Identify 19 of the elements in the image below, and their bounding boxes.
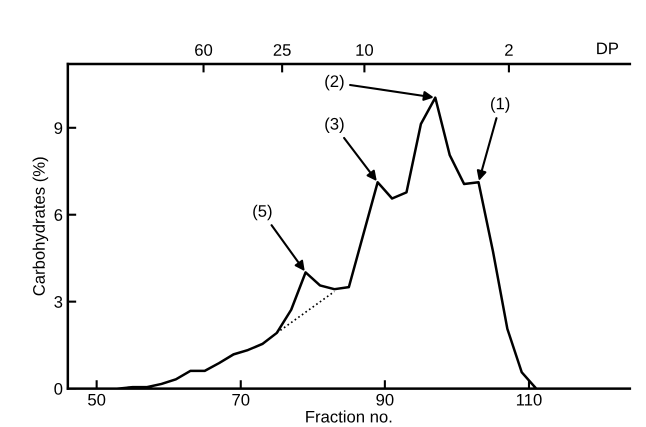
x-tick-label: 50 [88, 394, 106, 406]
annotation: (5) [253, 204, 272, 220]
y-tick-label: 6 [54, 209, 62, 221]
x2-tick-label: 10 [356, 44, 374, 56]
x-axis-title: Fraction no. [306, 410, 392, 423]
y-axis-title: Carbohydrates (%) [32, 157, 48, 296]
y-tick-label: 9 [54, 122, 62, 134]
annotation: (1) [491, 97, 510, 113]
x-tick-label: 110 [516, 394, 542, 406]
x2-axis-title: DP [597, 42, 618, 54]
x2-tick-label: 25 [274, 44, 291, 56]
x2-tick-label: 60 [195, 44, 212, 56]
y-tick-label: 3 [54, 296, 62, 308]
x-tick-label: 90 [376, 394, 394, 406]
annotation: (2) [325, 74, 344, 90]
y-tick-label: 0 [54, 382, 62, 395]
annotation: (3) [325, 117, 344, 134]
x-tick-label: 70 [232, 394, 250, 406]
x2-tick-label: 2 [505, 44, 513, 56]
